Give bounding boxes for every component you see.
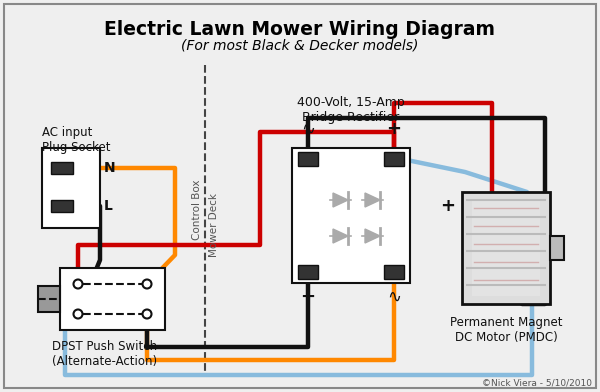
Text: L: L [104, 199, 113, 213]
Text: +: + [386, 120, 401, 138]
Text: ©Nick Viera - 5/10/2010: ©Nick Viera - 5/10/2010 [482, 379, 592, 388]
Polygon shape [365, 193, 380, 207]
Text: ∿: ∿ [387, 288, 401, 306]
Bar [38, 286, 60, 312]
Bar [42, 148, 100, 228]
Text: Permanent Magnet
DC Motor (PMDC): Permanent Magnet DC Motor (PMDC) [450, 316, 562, 344]
Bar [384, 152, 404, 166]
Bar [292, 148, 410, 283]
Polygon shape [365, 229, 380, 243]
Bar [298, 152, 318, 166]
Text: AC input
Plug Socket: AC input Plug Socket [42, 126, 110, 154]
Text: 400-Volt, 15-Amp
Bridge Rectifier: 400-Volt, 15-Amp Bridge Rectifier [297, 96, 405, 124]
Text: −: − [301, 288, 316, 306]
Bar [384, 265, 404, 279]
Text: DPST Push Switch
(Alternate-Action): DPST Push Switch (Alternate-Action) [52, 340, 157, 368]
Bar [472, 200, 540, 296]
Text: Mower Deck: Mower Deck [209, 193, 219, 257]
Text: (For most Black & Decker models): (For most Black & Decker models) [181, 38, 419, 52]
Text: Control Box: Control Box [192, 180, 202, 240]
Polygon shape [333, 229, 348, 243]
Text: Electric Lawn Mower Wiring Diagram: Electric Lawn Mower Wiring Diagram [104, 20, 496, 39]
Text: +: + [440, 197, 455, 215]
Text: ∿: ∿ [301, 120, 315, 138]
Bar [550, 236, 564, 260]
Text: N: N [104, 161, 116, 175]
Polygon shape [333, 193, 348, 207]
Bar [51, 200, 73, 212]
Bar [462, 192, 550, 304]
Bar [298, 265, 318, 279]
Bar [51, 162, 73, 174]
Bar [60, 268, 165, 330]
